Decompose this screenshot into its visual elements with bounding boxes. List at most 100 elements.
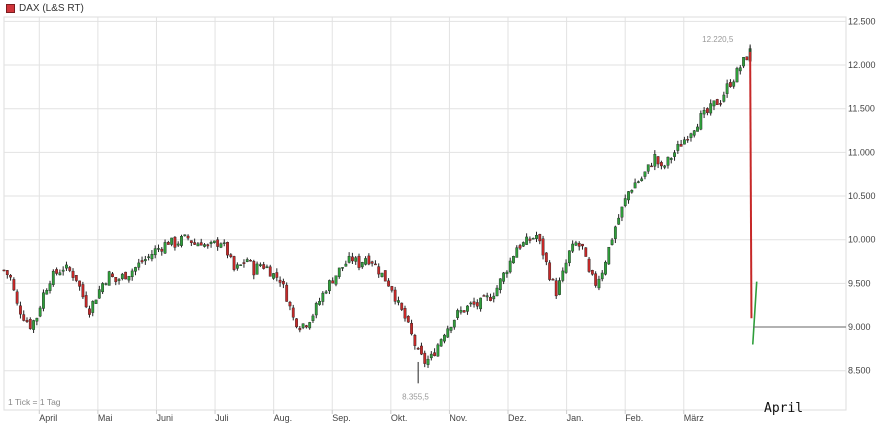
candle-body	[669, 158, 673, 160]
candle-body	[584, 247, 588, 257]
candle-body	[61, 269, 65, 272]
candle-body	[696, 126, 699, 132]
candle-body	[42, 292, 45, 309]
candle-body	[416, 348, 420, 350]
candle-body	[278, 279, 282, 283]
candle-body	[45, 290, 49, 295]
candle-body	[597, 278, 601, 289]
candle-body	[479, 297, 483, 310]
candle-body	[2, 269, 6, 272]
y-tick-label: 9.500	[848, 278, 871, 288]
current-month-label: April	[764, 401, 804, 416]
legend-swatch	[6, 4, 15, 13]
candle-body	[469, 302, 473, 305]
candle-body	[295, 318, 298, 328]
candle-body	[443, 334, 446, 342]
candle-body	[623, 198, 627, 206]
candle-body	[738, 67, 742, 72]
drop-line-up	[751, 281, 758, 345]
candle-body	[48, 283, 52, 291]
plot-background	[3, 16, 847, 411]
candle-body	[275, 272, 279, 278]
candle-body	[107, 271, 111, 286]
candle-body	[653, 154, 657, 167]
candle-body	[354, 257, 358, 262]
candle-body	[564, 262, 568, 273]
x-tick-label: Juli	[215, 413, 229, 423]
candle-body	[249, 260, 252, 262]
candle-body	[101, 283, 105, 293]
candle-body	[97, 289, 101, 299]
candle-body	[140, 260, 144, 263]
candle-body	[544, 252, 548, 263]
candle-body	[561, 270, 565, 281]
candle-body	[124, 271, 128, 280]
candle-body	[554, 280, 558, 297]
candle-body	[252, 261, 256, 276]
candle-body	[521, 242, 525, 247]
candle-body	[337, 267, 341, 277]
legend: DAX (L&S RT)	[6, 3, 84, 14]
candle-body	[663, 165, 667, 168]
candle-body	[712, 100, 716, 107]
candle-body	[706, 108, 709, 113]
candle-body	[229, 254, 233, 257]
candle-body	[686, 139, 690, 141]
candle-body	[456, 310, 459, 318]
candle-body	[32, 320, 35, 330]
candle-body	[377, 266, 381, 275]
annotation-low: 8.355,5	[402, 392, 429, 401]
candle-body	[226, 242, 229, 256]
candle-body	[235, 264, 239, 269]
candle-body	[722, 94, 726, 102]
candle-body	[742, 57, 745, 67]
candle-body	[216, 239, 220, 247]
candle-body	[571, 243, 575, 252]
candle-body	[699, 113, 703, 130]
candle-body	[114, 277, 118, 283]
drop-line-down	[749, 51, 753, 319]
candle-body	[508, 260, 512, 273]
candle-body	[206, 244, 210, 247]
y-tick-label: 9.000	[848, 322, 871, 332]
candle-body	[410, 322, 413, 335]
grid-lines	[4, 17, 846, 410]
candle-body	[334, 275, 338, 285]
candle-body	[137, 262, 141, 268]
candle-body	[538, 234, 542, 242]
candle-body	[446, 328, 450, 338]
candle-body	[157, 248, 160, 250]
x-tick-label: Okt.	[391, 413, 408, 423]
candle-body	[78, 280, 82, 287]
candle-body	[472, 301, 476, 305]
candle-body	[265, 266, 269, 268]
candle-body	[426, 358, 430, 365]
candle-body	[528, 238, 532, 241]
candle-body	[489, 296, 492, 301]
candle-body	[551, 279, 555, 281]
x-tick-label: Feb.	[625, 413, 643, 423]
candle-body	[627, 191, 630, 201]
candle-body	[374, 263, 377, 266]
x-axis: April Mai Juni Juli Aug. Sep. Okt. Nov. Dez. Jan.…	[38, 410, 704, 423]
candle-body	[541, 238, 545, 256]
candle-body	[617, 217, 621, 225]
candle-body	[679, 144, 683, 147]
candle-body	[88, 308, 91, 315]
candle-body	[130, 270, 134, 278]
y-tick-label: 12.000	[848, 60, 876, 70]
candle-body	[725, 83, 729, 94]
candle-body	[604, 261, 607, 275]
candle-body	[38, 307, 42, 317]
candle-body	[436, 344, 440, 357]
candle-body	[577, 243, 581, 247]
candle-body	[170, 237, 174, 245]
candle-body	[636, 181, 640, 183]
candle-body	[242, 262, 246, 264]
candle-body	[160, 248, 164, 252]
candle-body	[630, 190, 634, 193]
legend-label: DAX (L&S RT)	[19, 3, 84, 14]
candle-body	[433, 352, 436, 357]
candle-body	[357, 255, 361, 268]
candle-body	[232, 256, 236, 270]
